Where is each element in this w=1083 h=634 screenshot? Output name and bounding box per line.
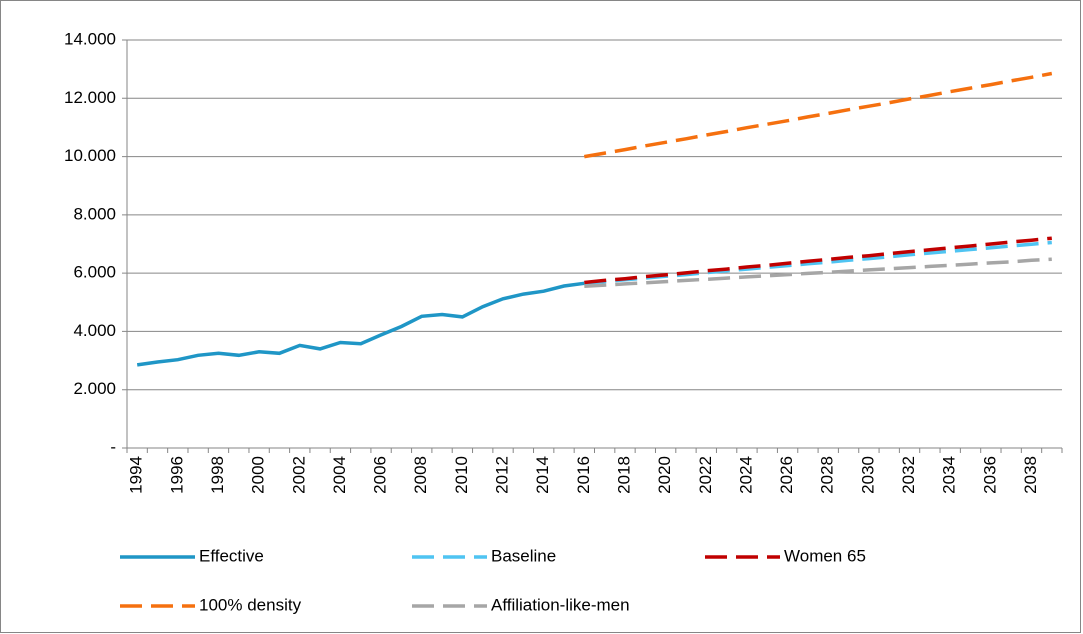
x-tick-label: 2036 [980,456,999,494]
x-tick-label: 1996 [167,456,186,494]
series-line [584,71,1053,159]
x-tick-label: 2038 [1021,456,1040,494]
x-tick-label: 2022 [696,456,715,494]
x-tick-label: 2006 [371,456,390,494]
x-tick-label: 2004 [330,456,349,494]
x-tick-label: 2012 [493,456,512,494]
x-tick-label: 2020 [655,456,674,494]
legend-label: Women 65 [784,546,866,565]
y-tick-label: 10.000 [64,146,116,165]
x-tick-label: 2024 [736,456,755,494]
legend-label: Affiliation-like-men [491,595,630,614]
x-tick-label: 2034 [940,456,959,494]
y-tick-label: 12.000 [64,88,116,107]
x-tick-label: 2030 [858,456,877,494]
x-tick-label: 2000 [249,456,268,494]
x-tick-label: 2008 [411,456,430,494]
x-tick-label: 1994 [127,456,146,494]
series-line [584,236,1052,285]
y-tick-label: 6.000 [73,263,116,282]
series-line [136,281,585,367]
legend-label: 100% density [199,595,302,614]
y-tick-label: 2.000 [73,379,116,398]
x-tick-label: 2010 [452,456,471,494]
x-tick-label: 2032 [899,456,918,494]
x-tick-label: 1998 [208,456,227,494]
x-tick-label: 2014 [533,456,552,494]
legend-label: Baseline [491,546,556,565]
x-tick-label: 2018 [614,456,633,494]
y-tick-label: 8.000 [73,204,116,223]
x-tick-label: 2026 [777,456,796,494]
x-tick-label: 2028 [818,456,837,494]
series-line [584,257,1052,289]
y-tick-label: 4.000 [73,321,116,340]
x-tick-label: 2002 [289,456,308,494]
x-tick-label: 2016 [574,456,593,494]
y-tick-label: 14.000 [64,29,116,48]
legend-label: Effective [199,546,264,565]
y-tick-label: - [110,437,116,456]
